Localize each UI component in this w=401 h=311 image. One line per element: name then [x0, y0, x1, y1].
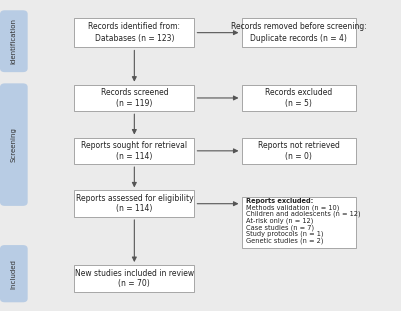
FancyBboxPatch shape — [74, 190, 194, 217]
Text: Records removed before screening:: Records removed before screening: — [231, 22, 367, 31]
FancyBboxPatch shape — [0, 83, 28, 206]
Text: Reports assessed for eligibility: Reports assessed for eligibility — [75, 194, 193, 203]
Text: Genetic studies (n = 2): Genetic studies (n = 2) — [246, 237, 324, 244]
FancyBboxPatch shape — [241, 197, 356, 248]
Text: Methods validation (n = 10): Methods validation (n = 10) — [246, 204, 340, 211]
Text: Identification: Identification — [11, 18, 17, 64]
FancyBboxPatch shape — [0, 10, 28, 72]
FancyBboxPatch shape — [74, 265, 194, 292]
Text: Reports sought for retrieval: Reports sought for retrieval — [81, 141, 187, 150]
Text: (n = 114): (n = 114) — [116, 205, 152, 213]
Text: Reports excluded:: Reports excluded: — [246, 198, 314, 204]
Text: Records excluded: Records excluded — [265, 88, 332, 97]
Text: Databases (n = 123): Databases (n = 123) — [95, 34, 174, 43]
Text: Records screened: Records screened — [101, 88, 168, 97]
FancyBboxPatch shape — [74, 137, 194, 164]
Text: Children and adolescents (n = 12): Children and adolescents (n = 12) — [246, 211, 361, 217]
Text: New studies included in review: New studies included in review — [75, 269, 194, 277]
Text: Study protocols (n = 1): Study protocols (n = 1) — [246, 231, 324, 237]
Text: Case studies (n = 7): Case studies (n = 7) — [246, 224, 314, 230]
Text: Reports not retrieved: Reports not retrieved — [258, 141, 340, 150]
Text: (n = 119): (n = 119) — [116, 99, 152, 108]
FancyBboxPatch shape — [74, 85, 194, 111]
Text: (n = 5): (n = 5) — [285, 99, 312, 108]
FancyBboxPatch shape — [74, 18, 194, 48]
FancyBboxPatch shape — [241, 137, 356, 164]
FancyBboxPatch shape — [241, 85, 356, 111]
Text: At-risk only (n = 12): At-risk only (n = 12) — [246, 217, 314, 224]
Text: (n = 70): (n = 70) — [118, 279, 150, 288]
FancyBboxPatch shape — [0, 245, 28, 302]
Text: (n = 114): (n = 114) — [116, 152, 152, 160]
Text: Screening: Screening — [11, 127, 17, 162]
Text: Included: Included — [11, 259, 17, 289]
Text: Records identified from:: Records identified from: — [88, 22, 180, 31]
Text: (n = 0): (n = 0) — [285, 152, 312, 160]
FancyBboxPatch shape — [241, 18, 356, 48]
Text: Duplicate records (n = 4): Duplicate records (n = 4) — [250, 34, 347, 43]
